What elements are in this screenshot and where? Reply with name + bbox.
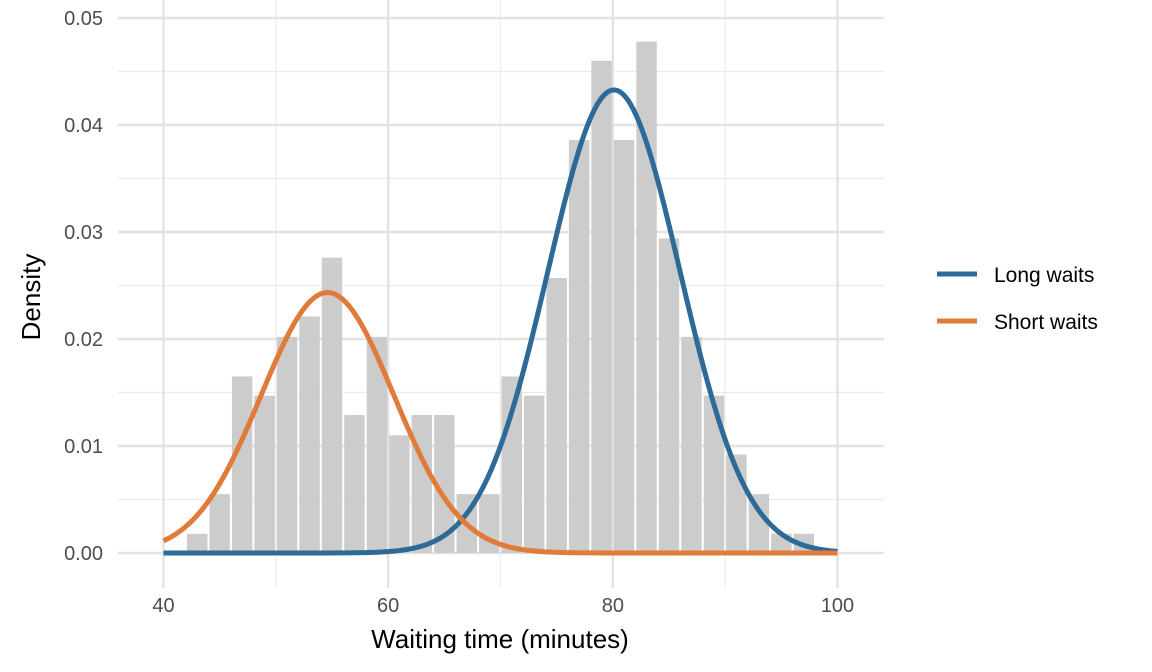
histogram-bar [321, 257, 343, 553]
density-curves [162, 87, 838, 556]
histogram-bar [703, 395, 725, 553]
x-tick-label: 100 [821, 595, 854, 617]
x-axis-title: Waiting time (minutes) [371, 624, 629, 654]
x-tick-label: 80 [602, 595, 624, 617]
histogram-bar [568, 139, 590, 554]
x-tick-label: 40 [152, 595, 174, 617]
histogram-bar [591, 60, 612, 554]
y-axis-title: Density [16, 254, 46, 341]
histogram-bar [344, 414, 365, 553]
y-tick-label: 0.04 [64, 115, 103, 137]
histogram-bar [434, 414, 455, 553]
histogram-bar [186, 533, 208, 553]
histogram-bar [231, 376, 253, 553]
histogram-bar [546, 278, 567, 553]
major-gridlines [118, 0, 884, 588]
histogram-bar [523, 395, 545, 553]
y-tick-label: 0.01 [64, 436, 103, 458]
legend-label-short-waits: Short waits [994, 311, 1098, 334]
histogram-bar [658, 238, 680, 554]
histogram-bar [299, 316, 320, 553]
y-tick-label: 0.00 [64, 543, 103, 565]
density-curve-long-waits [163, 87, 838, 556]
legend: Long waits Short waits [937, 264, 1098, 334]
y-tick-label: 0.02 [64, 329, 103, 351]
histogram-bar [613, 139, 635, 554]
legend-label-long-waits: Long waits [994, 264, 1094, 287]
histogram-bar [748, 494, 770, 553]
histogram-bar [389, 435, 410, 553]
histogram-bar [681, 336, 702, 553]
y-tick-label: 0.03 [64, 222, 103, 244]
histogram-bar [276, 336, 298, 553]
histogram-bar [501, 376, 522, 553]
x-axis-tick-labels: 40 60 80 100 [152, 595, 854, 617]
histogram-bar [636, 41, 657, 553]
y-axis-tick-labels: 0.00 0.01 0.02 0.03 0.04 0.05 [64, 8, 103, 565]
histogram-bar [254, 395, 275, 553]
histogram-bar [366, 336, 388, 553]
histogram-bar [411, 414, 433, 553]
density-curve-short-waits [162, 290, 838, 556]
histogram-bar [209, 494, 230, 553]
y-tick-label: 0.05 [64, 8, 103, 30]
x-tick-label: 60 [377, 595, 399, 617]
